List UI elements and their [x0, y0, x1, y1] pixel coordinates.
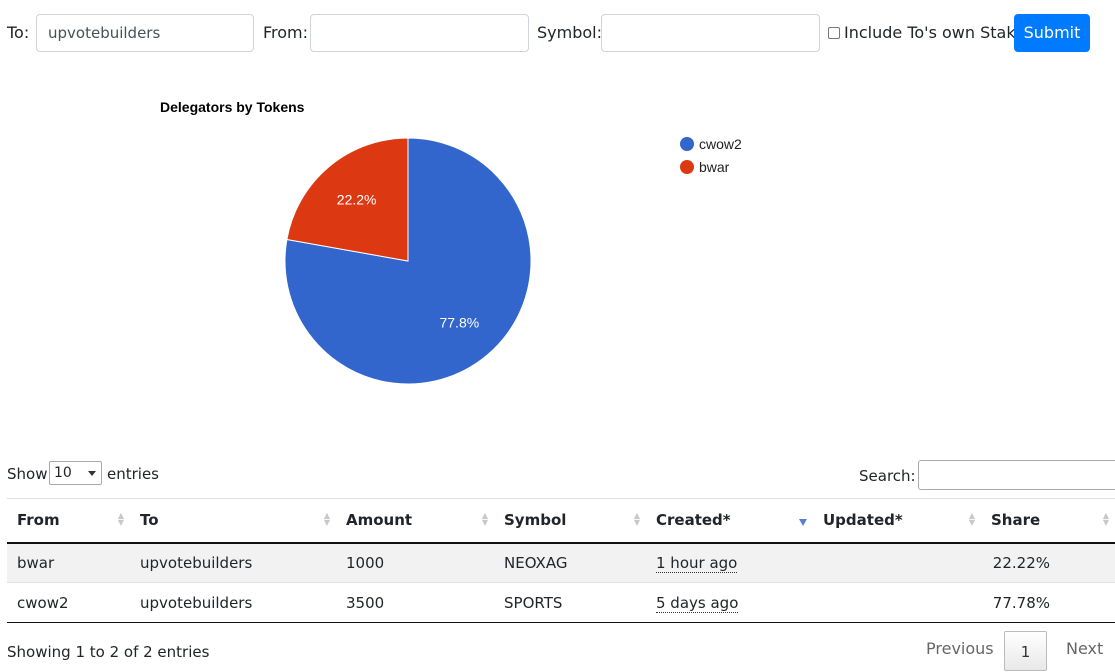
table-row: cwow2 upvotebuilders 3500 SPORTS 5 days … — [7, 582, 1115, 623]
cell-amount: 1000 — [336, 542, 494, 583]
symbol-input[interactable] — [601, 14, 820, 52]
sort-icon: ▲ ▼ — [117, 511, 124, 527]
delegators-pie-chart: Delegators by Tokens 77.8% 22.2% cwow2 bwa… — [160, 99, 742, 385]
table-header-row: From ▲ ▼ To ▲ ▼ Amount ▲ ▼ Symbol ▲ ▼ Created* U… — [7, 498, 1115, 544]
cell-created: 1 hour ago — [646, 542, 813, 583]
column-header-created[interactable]: Created* — [646, 498, 813, 544]
created-timeago: 1 hour ago — [656, 553, 738, 573]
sort-icon: ▲ ▼ — [1102, 511, 1109, 527]
cell-updated — [813, 542, 981, 583]
legend-label: bwar — [699, 159, 730, 175]
legend-marker — [680, 160, 694, 174]
search-label: Search: — [859, 467, 916, 485]
include-stake-label: Include To's own Stake — [844, 23, 1025, 42]
cell-symbol: SPORTS — [494, 582, 646, 623]
sort-desc-icon — [799, 519, 807, 526]
cell-created: 5 days ago — [646, 582, 813, 623]
pie-slice-label: 77.8% — [439, 314, 479, 330]
pie-slice-bwar[interactable] — [286, 137, 409, 262]
cell-updated — [813, 582, 981, 623]
page-size-select[interactable]: 10 — [49, 461, 102, 485]
cell-share: 77.78% — [981, 582, 1115, 623]
column-header-share[interactable]: Share ▲ ▼ — [981, 498, 1115, 544]
sort-icon: ▲ ▼ — [481, 511, 488, 527]
from-label: From: — [263, 23, 309, 42]
created-timeago: 5 days ago — [656, 593, 739, 613]
include-stake-checkbox[interactable] — [828, 27, 840, 39]
column-header-symbol[interactable]: Symbol ▲ ▼ — [494, 498, 646, 544]
show-label: Show — [7, 465, 48, 483]
cell-from: bwar — [7, 542, 130, 583]
sort-icon: ▲ ▼ — [323, 511, 330, 527]
legend-label: cwow2 — [699, 136, 742, 152]
to-input[interactable] — [36, 14, 254, 52]
next-page-button[interactable]: Next — [1066, 639, 1104, 658]
cell-to: upvotebuilders — [130, 542, 336, 583]
cell-symbol: NEOXAG — [494, 542, 646, 583]
table-info: Showing 1 to 2 of 2 entries — [7, 643, 210, 661]
sort-icon: ▲ ▼ — [968, 511, 975, 527]
submit-button[interactable]: Submit — [1014, 14, 1090, 52]
column-header-amount[interactable]: Amount ▲ ▼ — [336, 498, 494, 544]
page-size-value: 10 — [54, 465, 72, 481]
sort-icon: ▲ ▼ — [633, 511, 640, 527]
cell-from: cwow2 — [7, 582, 130, 623]
to-label: To: — [7, 23, 30, 42]
previous-page-button[interactable]: Previous — [926, 639, 994, 658]
from-input[interactable] — [310, 14, 529, 52]
column-header-from[interactable]: From ▲ ▼ — [7, 498, 130, 544]
cell-share: 22.22% — [981, 542, 1115, 583]
search-input[interactable] — [918, 460, 1115, 490]
cell-to: upvotebuilders — [130, 582, 336, 623]
page-button-1[interactable]: 1 — [1004, 631, 1047, 671]
entries-label: entries — [107, 465, 159, 483]
table-row: bwar upvotebuilders 1000 NEOXAG 1 hour a… — [7, 542, 1115, 583]
chevron-down-icon — [88, 471, 96, 476]
pie-slice-label: 22.2% — [337, 192, 377, 208]
column-header-to[interactable]: To ▲ ▼ — [130, 498, 336, 544]
chart-title: Delegators by Tokens — [160, 99, 305, 115]
cell-amount: 3500 — [336, 582, 494, 623]
column-header-updated[interactable]: Updated* ▲ ▼ — [813, 498, 981, 544]
symbol-label: Symbol: — [537, 23, 602, 42]
delegations-table: From ▲ ▼ To ▲ ▼ Amount ▲ ▼ Symbol ▲ ▼ Created* U… — [7, 498, 1115, 623]
legend-marker — [680, 137, 694, 151]
